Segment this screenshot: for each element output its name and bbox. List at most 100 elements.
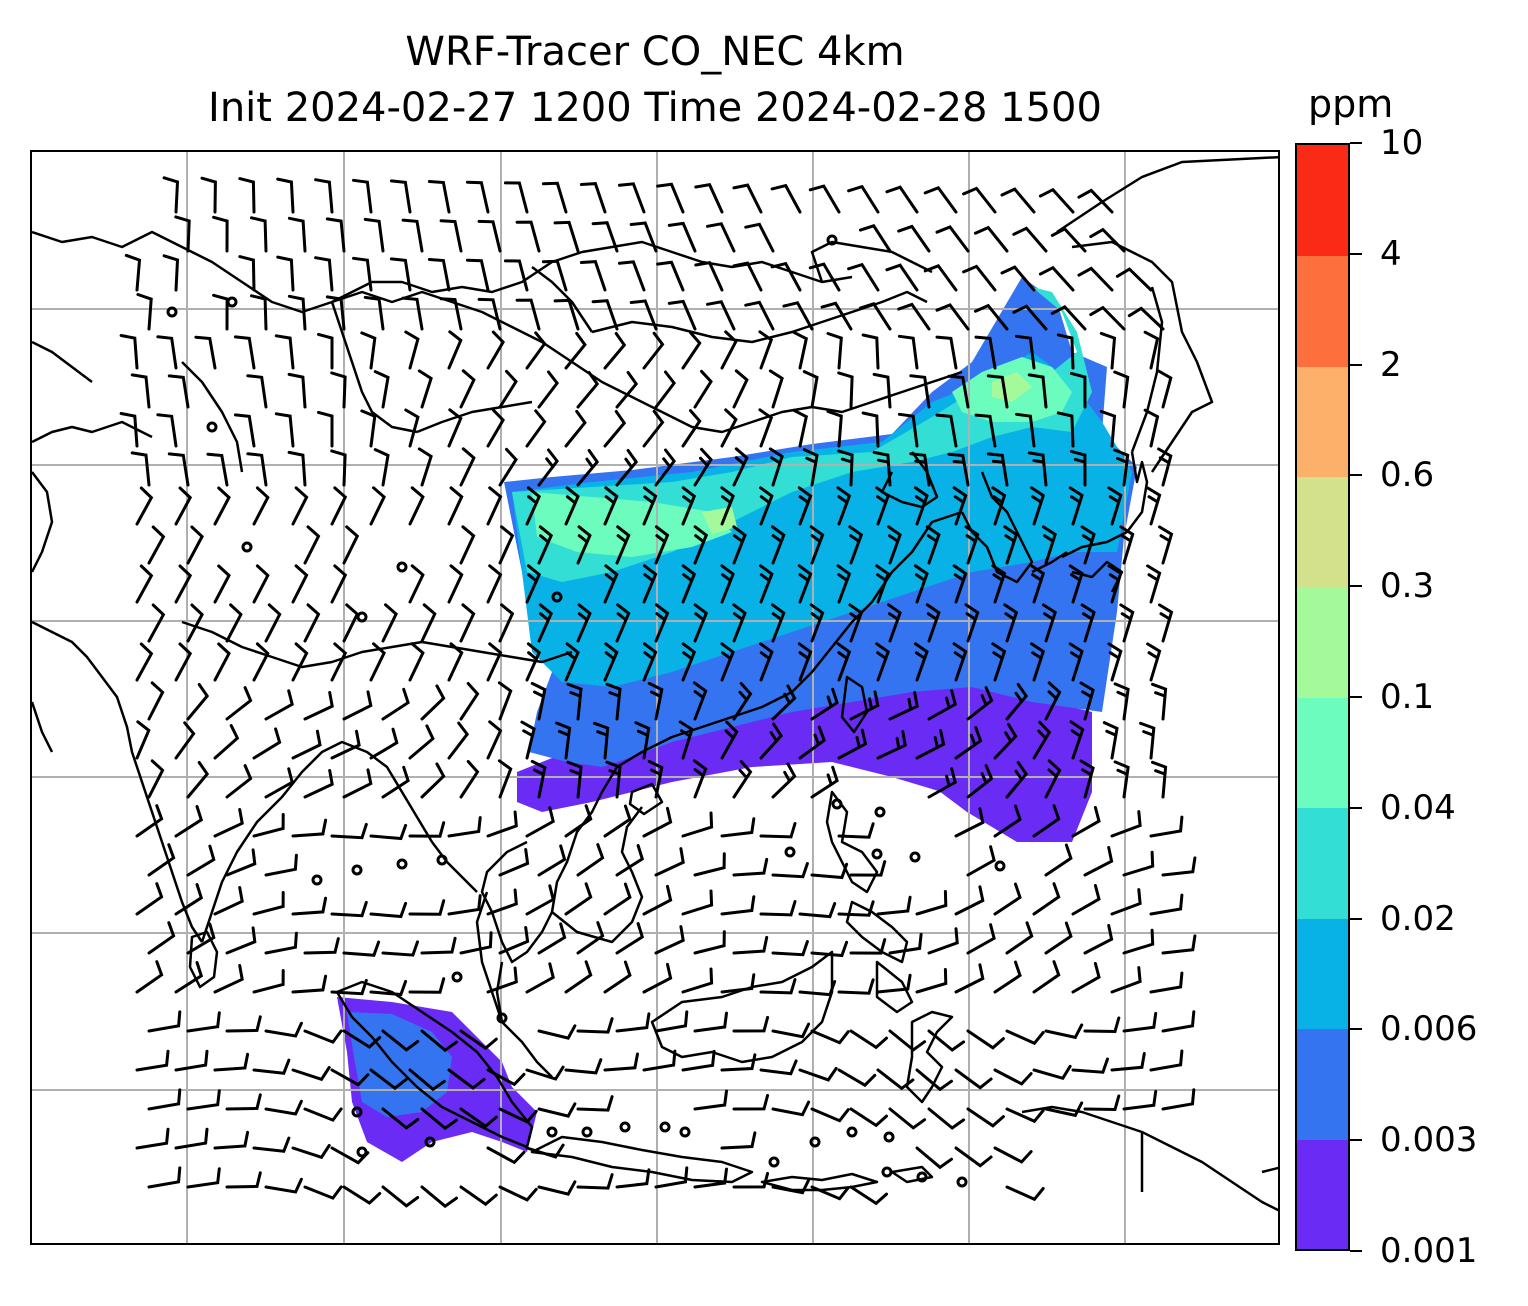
wind-barb [875,642,891,682]
wind-barb [287,216,307,253]
wind-barb [408,899,446,916]
wind-barb [498,1107,538,1124]
wind-barb [654,847,685,877]
wind-barb [720,330,738,370]
wind-barb [1005,761,1029,799]
wind-barb [927,767,957,799]
wind-barb [246,452,268,487]
wind-barb [935,303,970,331]
wind-barb [186,525,204,565]
wind-barb [1012,304,1048,331]
map-gridlines [32,152,1278,1243]
plot-title-line2: Init 2024-02-27 1200 Time 2024-02-28 150… [208,85,1102,131]
wind-barb [848,525,864,565]
wind-barb [167,374,190,409]
wind-barb [420,603,437,643]
plume-core-3 [702,507,737,534]
wind-barb [759,642,774,682]
wind-barb [706,222,736,253]
wind-barb [809,525,825,565]
wind-barb [342,525,360,565]
wind-barb [252,727,282,760]
wind-barb [459,760,480,799]
colorbar-tick-label: 0.3 [1380,566,1435,607]
wind-barb [147,1166,182,1189]
calm-wind-marker [351,1106,363,1118]
wind-barb [771,1178,811,1195]
wind-barb [303,1185,343,1200]
wind-barb [579,260,607,292]
wind-barb [1079,681,1095,721]
wind-barb [629,299,658,331]
wind-barb [1080,525,1096,565]
wind-barb [225,764,253,799]
calm-wind-marker [874,806,886,818]
wind-barb [174,721,196,760]
wind-barb [927,689,957,721]
calm-wind-marker [424,1136,436,1148]
wind-barb [576,525,592,565]
wind-barb [330,1068,370,1087]
wind-barb [465,258,490,292]
wind-barb [1157,369,1173,409]
calm-wind-marker [881,1166,893,1178]
wind-barb [897,224,931,253]
wind-barb [389,257,412,292]
wind-barb [732,1015,770,1033]
wind-barb [964,603,980,643]
wind-barb [642,409,665,448]
map-panel [30,150,1280,1245]
wind-barb [564,642,580,682]
wind-barb [147,525,166,565]
wind-barb [647,759,664,799]
colorbar-segment [1297,1138,1348,1249]
calm-wind-marker [916,1171,928,1183]
wind-barb [264,603,282,643]
wind-barb [1099,331,1117,370]
wind-barb [692,681,708,721]
wind-barb [1005,1185,1045,1202]
wind-barb [603,642,619,682]
wind-barb [1079,759,1095,799]
wind-barb [837,978,875,995]
wind-barb [274,334,295,370]
wind-barb [1027,373,1048,409]
wind-barb [667,299,697,331]
wind-barb [681,409,702,448]
colorbar-unit-label: ppm [1308,82,1394,126]
wind-barb [1080,603,1096,643]
wind-barb [603,804,632,838]
wind-barb [642,486,658,526]
wind-barb [681,564,697,604]
wind-barb [615,1012,651,1033]
wind-barb [213,1052,250,1072]
wind-barb [1069,371,1087,409]
wind-barb [847,184,880,214]
wind-barb [363,217,385,253]
wind-barb [174,486,193,526]
wind-barb [848,603,864,643]
wind-barb [615,603,631,643]
wind-barb [369,823,408,841]
wind-barb [420,1029,458,1053]
wind-barb [1113,760,1130,799]
wind-barb [732,1093,770,1111]
wind-barb [1161,1088,1196,1111]
wind-barb [1015,412,1036,448]
wind-barb [447,894,482,916]
wind-barb [1127,306,1165,331]
wind-barb [618,182,646,214]
colorbar-tick [1350,1250,1362,1252]
wind-barb [732,1171,770,1189]
calm-wind-marker [909,851,921,863]
wind-barb [287,294,307,331]
wind-barb [213,724,240,760]
wind-barb [233,413,256,448]
wind-barb [888,1029,927,1052]
wind-barb [768,447,784,487]
wind-barb [314,256,334,292]
wind-barb [1041,525,1057,565]
wind-barb [897,302,931,331]
calm-wind-marker [351,864,363,876]
wind-barb [647,681,664,721]
